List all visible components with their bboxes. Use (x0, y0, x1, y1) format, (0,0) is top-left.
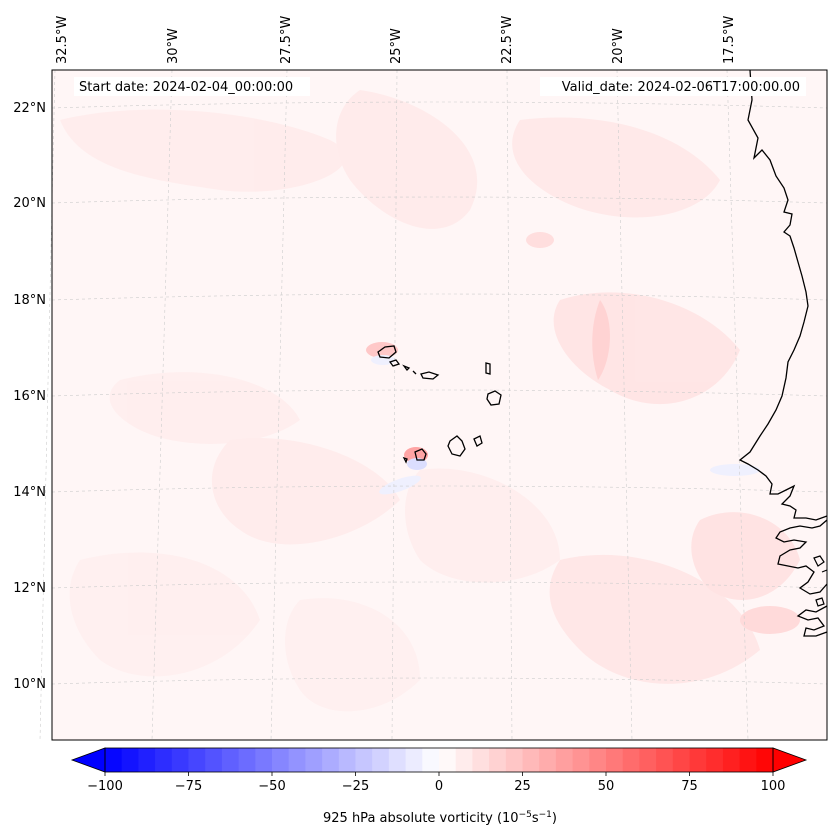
lon-label: 27.5°W (279, 16, 294, 64)
start-date-label: Start date: 2024-02-04_00:00:00 (79, 80, 293, 95)
colorbar-cell (622, 748, 640, 772)
map-frame (51, 69, 828, 741)
colorbar-cell (272, 748, 290, 772)
colorbar-cell (439, 748, 457, 772)
colorbar-cell (355, 748, 373, 772)
lat-label: 18°N (13, 293, 46, 308)
colorbar-tick-label: −25 (342, 779, 369, 794)
longitude-labels: 32.5°W 30°W 27.5°W 25°W 22.5°W 20°W 17.5… (55, 16, 737, 64)
colorbar-cell (238, 748, 256, 772)
colorbar-cell (489, 748, 507, 772)
colorbar-label-exp2: −1 (539, 810, 552, 820)
colorbar-label-exp1: −5 (519, 810, 532, 820)
colorbar-min-extend (70, 747, 106, 773)
colorbar-cell (589, 748, 607, 772)
colorbar-tick-label: −50 (258, 779, 285, 794)
valid-date-label: Valid_date: 2024-02-06T17:00:00.00 (562, 80, 800, 95)
colorbar-cell (422, 748, 440, 772)
map-panel: Start date: 2024-02-04_00:00:00 Valid_da… (39, 69, 828, 741)
colorbar-cell (656, 748, 674, 772)
colorbar-cell (756, 748, 774, 772)
colorbar-max-extend (772, 747, 808, 773)
lon-label: 22.5°W (500, 16, 515, 64)
colorbar-cell (672, 748, 690, 772)
colorbar-ticks: −100 −75 −50 −25 0 25 50 75 100 (87, 772, 785, 794)
colorbar-cell (372, 748, 390, 772)
lat-label: 16°N (13, 389, 46, 404)
lat-label: 10°N (13, 677, 46, 692)
colorbar-cell (739, 748, 757, 772)
colorbar-cell (221, 748, 240, 772)
latitude-labels: 22°N 20°N 18°N 16°N 14°N 12°N 10°N (13, 101, 46, 692)
colorbar-cell (555, 748, 574, 772)
colorbar-cell (255, 748, 273, 772)
colorbar-cell (722, 748, 741, 772)
colorbar-cell (155, 748, 173, 772)
colorbar-tick-label: 25 (514, 779, 531, 794)
colorbar-tick-label: 100 (761, 779, 786, 794)
colorbar-label: 925 hPa absolute vorticity (10−5s−1) (323, 810, 557, 826)
lon-label: 25°W (389, 28, 404, 64)
colorbar-cell (188, 748, 206, 772)
colorbar-cell (505, 748, 523, 772)
cape-verde-islands (377, 345, 502, 464)
vorticity-field (60, 90, 800, 712)
colorbar: −100 −75 −50 −25 0 25 50 75 100 925 hPa absolute… (70, 747, 808, 826)
colorbar-cell (405, 748, 423, 772)
africa-coastline (738, 69, 828, 637)
lon-label: 20°W (611, 28, 626, 64)
bijagos-islands (813, 555, 828, 607)
lat-label: 12°N (13, 581, 46, 596)
colorbar-cell (572, 748, 590, 772)
colorbar-tick-label: −100 (87, 779, 123, 794)
colorbar-cell (121, 748, 139, 772)
colorbar-cells (105, 748, 774, 772)
colorbar-cell (171, 748, 189, 772)
colorbar-cell (706, 748, 724, 772)
lat-label: 14°N (13, 485, 46, 500)
lat-label: 20°N (13, 196, 46, 211)
lon-label: 17.5°W (722, 16, 737, 64)
graticule (39, 69, 828, 741)
colorbar-label-suffix: ) (552, 811, 557, 826)
colorbar-cell (639, 748, 657, 772)
colorbar-tick-label: 75 (681, 779, 698, 794)
colorbar-cell (305, 748, 323, 772)
colorbar-cell (105, 748, 123, 772)
colorbar-cell (288, 748, 306, 772)
colorbar-tick-label: 0 (435, 779, 443, 794)
colorbar-cell (338, 748, 356, 772)
valid-date-box (540, 77, 806, 96)
colorbar-label-mid: s (532, 811, 539, 826)
colorbar-cell (205, 748, 223, 772)
colorbar-cell (138, 748, 156, 772)
lat-label: 22°N (13, 101, 46, 116)
colorbar-label-prefix: 925 hPa absolute vorticity (10 (323, 811, 519, 826)
colorbar-tick-label: −75 (175, 779, 202, 794)
colorbar-cell (472, 748, 490, 772)
colorbar-cell (689, 748, 707, 772)
colorbar-cell (606, 748, 624, 772)
colorbar-tick-label: 50 (598, 779, 615, 794)
colorbar-cell (455, 748, 473, 772)
colorbar-cell (522, 748, 540, 772)
lon-label: 32.5°W (55, 16, 70, 64)
colorbar-cell (322, 748, 340, 772)
lon-label: 30°W (166, 28, 181, 64)
colorbar-cell (388, 748, 407, 772)
colorbar-cell (539, 748, 557, 772)
start-date-box (74, 77, 310, 96)
